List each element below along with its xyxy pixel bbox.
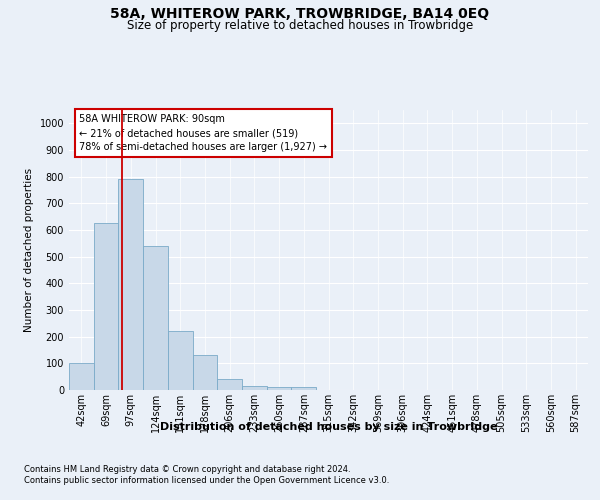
Text: Contains public sector information licensed under the Open Government Licence v3: Contains public sector information licen… [24,476,389,485]
Bar [193,356,217,390]
Bar [242,386,267,390]
Text: Contains HM Land Registry data © Crown copyright and database right 2024.: Contains HM Land Registry data © Crown c… [24,465,350,474]
Bar [143,246,168,390]
Bar [118,180,143,390]
Bar [69,364,94,390]
Text: 58A WHITEROW PARK: 90sqm
← 21% of detached houses are smaller (519)
78% of semi-: 58A WHITEROW PARK: 90sqm ← 21% of detach… [79,114,328,152]
Text: Size of property relative to detached houses in Trowbridge: Size of property relative to detached ho… [127,18,473,32]
Text: 58A, WHITEROW PARK, TROWBRIDGE, BA14 0EQ: 58A, WHITEROW PARK, TROWBRIDGE, BA14 0EQ [110,8,490,22]
Bar [94,224,118,390]
Y-axis label: Number of detached properties: Number of detached properties [24,168,34,332]
Text: Distribution of detached houses by size in Trowbridge: Distribution of detached houses by size … [160,422,497,432]
Bar [217,380,242,390]
Bar [292,388,316,390]
Bar [267,388,292,390]
Bar [168,332,193,390]
